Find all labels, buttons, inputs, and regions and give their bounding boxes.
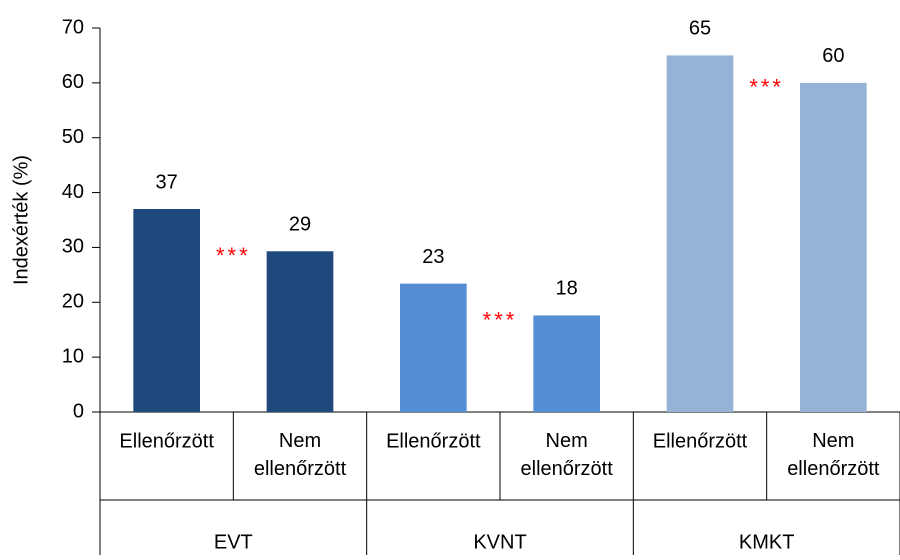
bar [133, 209, 200, 412]
x-tick-label: Nem ellenőrzött [254, 430, 347, 480]
data-label: 65 [689, 18, 711, 40]
x-tick-label: Nem ellenőrzött [787, 430, 880, 480]
x-tick-label: Ellenőrzött [653, 430, 748, 452]
data-label: 23 [422, 246, 444, 268]
bar [533, 315, 600, 412]
y-tick-label: 30 [62, 236, 84, 258]
y-tick-label: 50 [62, 126, 84, 148]
y-tick-label: 40 [62, 181, 84, 203]
x-tick-label: Ellenőrzött [386, 430, 481, 452]
bar [400, 283, 467, 412]
significance-annotation: *** [483, 307, 518, 332]
y-tick-label: 0 [73, 400, 84, 422]
y-tick-label: 60 [62, 71, 84, 93]
x-tick-label: Nem ellenőrzött [521, 430, 614, 480]
group-label: EVT [214, 531, 253, 553]
bar [800, 82, 867, 412]
bar [666, 55, 734, 413]
y-tick-label: 10 [62, 345, 84, 367]
data-label: 29 [289, 214, 311, 236]
data-label: 60 [822, 45, 844, 67]
data-label: 37 [156, 171, 178, 193]
group-label: KVNT [473, 531, 526, 553]
group-label: KMKT [739, 531, 795, 553]
y-tick-label: 70 [62, 16, 84, 38]
y-axis-label: Indexérték (%) [10, 155, 32, 285]
x-tick-label: Ellenőrzött [119, 430, 214, 452]
bar [266, 251, 334, 412]
y-tick-label: 20 [62, 291, 84, 313]
significance-annotation: *** [749, 75, 784, 100]
data-label: 18 [556, 278, 578, 300]
significance-annotation: *** [216, 243, 251, 268]
